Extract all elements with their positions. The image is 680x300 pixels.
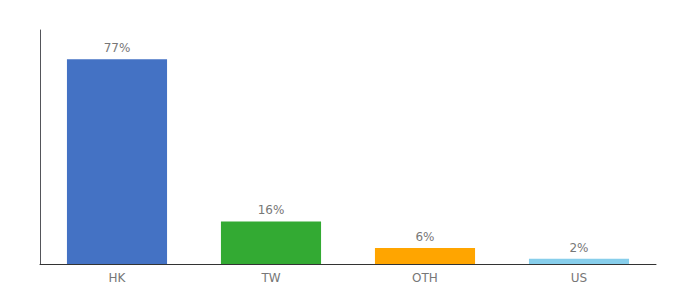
svg-text:2%: 2% [569, 241, 588, 255]
svg-text:16%: 16% [258, 203, 285, 217]
svg-text:US: US [571, 271, 587, 285]
svg-text:TW: TW [260, 271, 280, 285]
svg-text:HK: HK [109, 271, 127, 285]
svg-text:OTH: OTH [412, 271, 438, 285]
svg-text:77%: 77% [104, 41, 131, 55]
svg-text:6%: 6% [415, 230, 434, 244]
